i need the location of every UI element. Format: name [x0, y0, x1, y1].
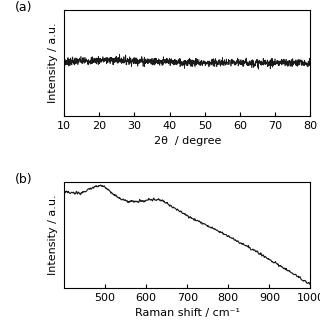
X-axis label: 2θ  / degree: 2θ / degree [154, 136, 221, 146]
Text: (a): (a) [15, 1, 32, 14]
X-axis label: Raman shift / cm⁻¹: Raman shift / cm⁻¹ [135, 308, 240, 318]
Y-axis label: Intensity / a.u.: Intensity / a.u. [48, 22, 59, 103]
Y-axis label: Intensity / a.u.: Intensity / a.u. [48, 195, 59, 275]
Text: (b): (b) [15, 173, 32, 186]
